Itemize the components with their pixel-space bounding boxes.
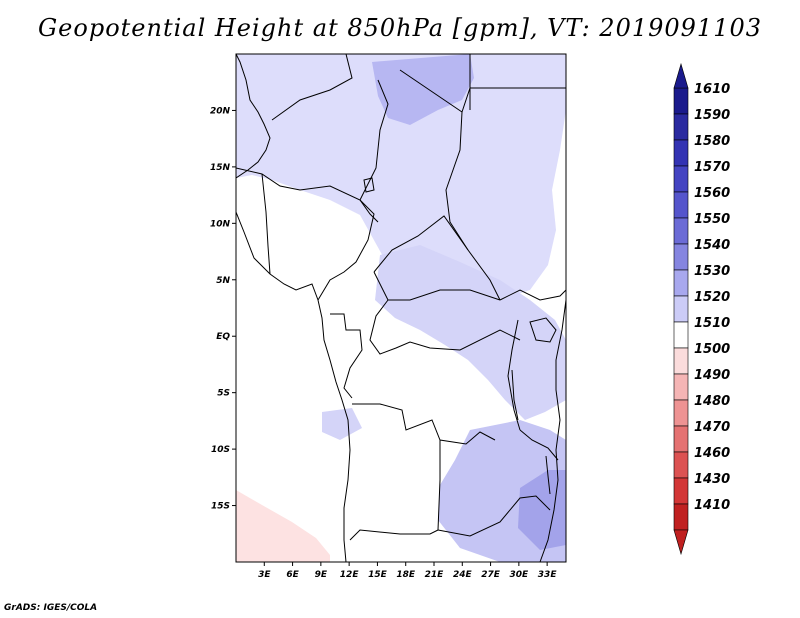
border-chad-sudan [445,111,469,251]
colorbar-swatch [673,451,689,479]
lat-tick-label: 10S [211,445,230,455]
map-frame [235,53,567,563]
lon-tick-label: 33E [538,570,558,580]
colorbar-label: 1610 [694,82,730,97]
lon-tick-label: 9E [315,570,328,580]
border-benin-togo [261,173,271,275]
colorbar-swatch [673,373,689,401]
border-libya-sudan [399,69,566,113]
border-car [373,215,501,301]
grads-credit: GrADS: IGES/COLA [4,603,98,613]
lon-tick-label: 15E [368,570,388,580]
lon-tick-label: 21E [425,570,445,580]
lat-tick-label: 15N [210,163,231,173]
colorbar-swatch [673,165,689,193]
lon-tick-label: 24E [453,570,473,580]
colorbar-label: 1510 [694,316,730,331]
country-borders [236,54,566,562]
colorbar-label: 1580 [694,134,730,149]
colorbar-label: 1460 [694,446,730,461]
colorbar-label: 1520 [694,290,730,305]
colorbar-swatch [673,399,689,427]
colorbar-label: 1480 [694,394,730,409]
border-drc-north [369,299,521,355]
lake-chad [363,177,375,193]
colorbar-label: 1540 [694,238,730,253]
shade-north-sahara [236,54,566,300]
colorbar-label: 1530 [694,264,730,279]
lon-tick-label: 27E [481,570,501,580]
colorbar-label: 1570 [694,160,730,175]
lat-tick-label: 15S [211,502,230,512]
lat-tick-label: 20N [210,106,231,116]
border-tanzania [519,429,559,461]
colorbar-min-arrow [673,529,689,556]
shade-sahara-core [372,54,474,125]
border-algeria-libya [271,54,353,121]
colorbar-swatch [673,269,689,297]
latitude-axis: 20N 15N 10N 5N EQ 5S 10S 15S [210,106,236,512]
colorbar-swatch [673,295,689,323]
longitude-axis: 3E 6E 9E 12E 15E 18E 21E 24E 27E 30E 33E [258,562,557,580]
lat-tick-label: 5N [216,276,230,286]
coastline-east-africa [539,299,566,562]
colorbar-label: 1590 [694,108,730,123]
lon-tick-label: 3E [258,570,271,580]
colorbar-label: 1430 [694,472,730,487]
height-shading-layer [236,54,566,562]
border-zambia-zimbabwe [437,495,551,537]
border-sahel-west [236,167,379,223]
colorbar-swatch [673,217,689,245]
coastline-west-africa [236,54,271,179]
colorbar-label: 1490 [694,368,730,383]
colorbar-swatch [673,321,689,349]
border-angola-zambia [349,440,441,541]
lon-tick-label: 18E [396,570,416,580]
lake-tanganyika [511,369,519,421]
colorbar-label: 1410 [694,498,730,513]
colorbar-swatch [673,87,689,115]
colorbar-swatch [673,347,689,375]
colorbar-swatch [673,113,689,141]
lake-malawi [545,455,551,495]
lat-tick-label: EQ [216,332,230,342]
colorbar-label: 1550 [694,212,730,227]
colorbar-label: 1470 [694,420,730,435]
colorbar-label: 1560 [694,186,730,201]
colorbar-max-arrow [673,62,689,89]
border-south-sudan-ethiopia [499,289,566,301]
border-car-south [373,271,501,301]
lat-tick-label: 5S [217,389,230,399]
shade-central-africa [375,245,566,420]
shade-mozambique [518,470,566,550]
colorbar-swatch [673,425,689,453]
shade-west-congo [322,408,362,440]
border-drc-angola [352,403,496,445]
lon-tick-label: 30E [510,570,530,580]
shade-south-atlantic [236,490,330,562]
colorbar-swatch [673,191,689,219]
border-nigeria-cameroon [317,199,375,301]
lat-tick-label: 10N [210,219,231,229]
lon-tick-label: 6E [286,570,299,580]
chart-title: Geopotential Height at 850hPa [gpm], VT:… [38,14,762,42]
lon-tick-label: 12E [340,570,360,580]
border-drc-east [507,319,521,431]
colorbar-label: 1500 [694,342,730,357]
colorbar-swatch [673,139,689,167]
colorbar-swatch [673,243,689,271]
colorbar-swatch [673,477,689,505]
border-gabon-congo [330,313,363,399]
colorbar-swatch [673,503,689,531]
lake-victoria [529,317,557,343]
colorbar: 1610 1590 1580 1570 1560 1550 1540 1530 1520 1510… [673,62,730,556]
